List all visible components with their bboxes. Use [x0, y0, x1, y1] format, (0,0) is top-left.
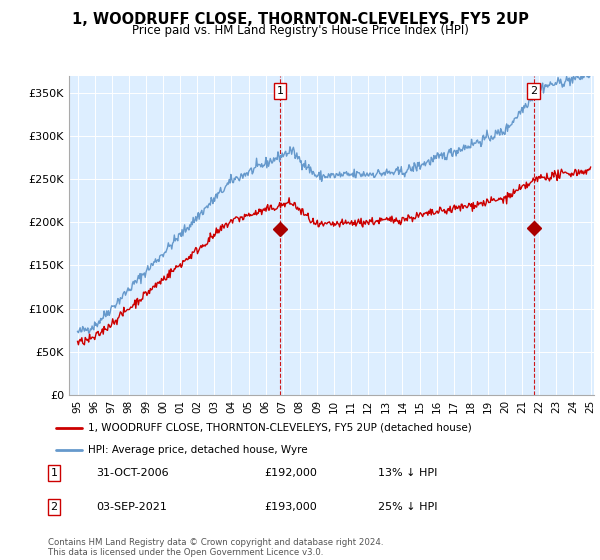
Text: 25% ↓ HPI: 25% ↓ HPI — [378, 502, 437, 512]
Text: 03-SEP-2021: 03-SEP-2021 — [96, 502, 167, 512]
Text: 31-OCT-2006: 31-OCT-2006 — [96, 468, 169, 478]
Text: 13% ↓ HPI: 13% ↓ HPI — [378, 468, 437, 478]
Text: Price paid vs. HM Land Registry's House Price Index (HPI): Price paid vs. HM Land Registry's House … — [131, 24, 469, 36]
Text: 1: 1 — [50, 468, 58, 478]
Text: £192,000: £192,000 — [264, 468, 317, 478]
Text: HPI: Average price, detached house, Wyre: HPI: Average price, detached house, Wyre — [88, 445, 307, 455]
Text: 2: 2 — [50, 502, 58, 512]
Text: 1: 1 — [277, 86, 283, 96]
Text: 1, WOODRUFF CLOSE, THORNTON-CLEVELEYS, FY5 2UP (detached house): 1, WOODRUFF CLOSE, THORNTON-CLEVELEYS, F… — [88, 423, 472, 433]
Text: 2: 2 — [530, 86, 537, 96]
Text: £193,000: £193,000 — [264, 502, 317, 512]
Text: 1, WOODRUFF CLOSE, THORNTON-CLEVELEYS, FY5 2UP: 1, WOODRUFF CLOSE, THORNTON-CLEVELEYS, F… — [71, 12, 529, 27]
Text: Contains HM Land Registry data © Crown copyright and database right 2024.
This d: Contains HM Land Registry data © Crown c… — [48, 538, 383, 557]
